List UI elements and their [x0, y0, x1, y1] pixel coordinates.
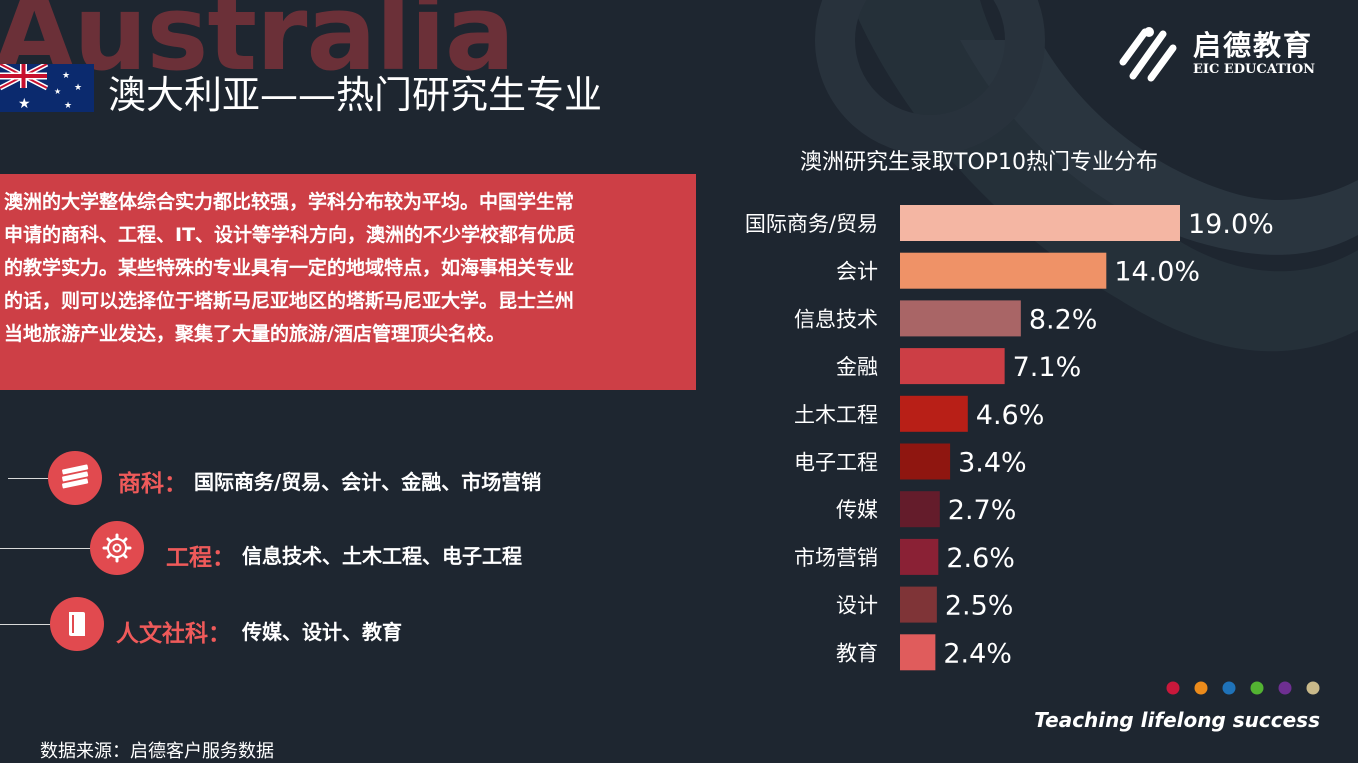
category-tick-label: 市场营销: [794, 546, 878, 570]
bar: [900, 300, 1021, 337]
money-icon: [48, 451, 102, 505]
category-items-engineering: 信息技术、土木工程、电子工程: [242, 544, 522, 568]
category-label-humanities: 人文社科：: [116, 621, 231, 647]
brand-color-dots: [1166, 681, 1320, 695]
brand-dot: [1222, 681, 1236, 695]
intro-line-4: 的话，则可以选择位于塔斯马尼亚地区的塔斯马尼亚大学。昆士兰州: [4, 290, 575, 312]
bar-value-label: 8.2%: [1029, 304, 1098, 335]
category-items-humanities: 传媒、设计、教育: [242, 620, 402, 644]
eic-logo: 启德教育 EIC EDUCATION: [1115, 22, 1325, 84]
svg-text:★: ★: [74, 83, 82, 93]
bar: [900, 491, 940, 528]
intro-line-5: 当地旅游产业发达，聚集了大量的旅游/酒店管理顶尖名校。: [4, 323, 505, 345]
logo-chinese-text: 启德教育: [1193, 29, 1314, 62]
bar-value-label: 7.1%: [1013, 352, 1082, 383]
australia-flag-icon: ★ ★ ★ ★ ★: [0, 64, 94, 112]
gear-icon: [90, 521, 144, 575]
slogan-text: Teaching lifelong success: [1034, 708, 1320, 732]
bar-value-label: 2.4%: [943, 638, 1012, 669]
bar-value-label: 4.6%: [976, 400, 1045, 431]
bar-value-label: 3.4%: [958, 448, 1027, 479]
category-tick-label: 教育: [836, 641, 878, 665]
category-tick-label: 设计: [836, 594, 878, 618]
eic-logo-icon: [1119, 27, 1177, 82]
intro-line-2: 申请的商科、工程、IT、设计等学科方向，澳洲的不少学校都有优质: [4, 224, 576, 246]
category-label-business: 商科：: [118, 471, 187, 497]
intro-line-1: 澳洲的大学整体综合实力都比较强，学科分布较为平均。中国学生常: [4, 191, 575, 213]
category-tick-label: 传媒: [836, 498, 878, 522]
category-label-engineering: 工程：: [166, 545, 235, 571]
svg-text:★: ★: [64, 101, 72, 111]
logo-english-text: EIC EDUCATION: [1193, 62, 1316, 77]
svg-text:★: ★: [18, 96, 31, 112]
bar-value-label: 19.0%: [1188, 209, 1274, 240]
category-connector-line: [0, 624, 52, 625]
category-tick-label: 信息技术: [794, 307, 878, 331]
book-icon: [50, 597, 104, 651]
bar-value-label: 2.5%: [945, 591, 1014, 622]
category-items-business: 国际商务/贸易、会计、金融、市场营销: [194, 470, 542, 494]
category-tick-label: 电子工程: [794, 451, 878, 475]
bar: [900, 538, 939, 575]
page-title: 澳大利亚——热门研究生专业: [108, 73, 603, 117]
brand-dot: [1166, 681, 1180, 695]
bar: [900, 634, 936, 671]
brand-dot: [1194, 681, 1208, 695]
intro-line-3: 的教学实力。某些特殊的专业具有一定的地域特点，如海事相关专业: [4, 257, 575, 279]
bar: [900, 395, 968, 432]
category-connector-line: [0, 548, 92, 549]
category-tick-label: 会计: [836, 260, 878, 284]
svg-text:★: ★: [54, 87, 61, 96]
bar: [900, 443, 951, 480]
chart-title: 澳洲研究生录取TOP10热门专业分布: [800, 150, 1159, 175]
category-tick-label: 金融: [836, 355, 878, 379]
brand-dot: [1306, 681, 1320, 695]
data-source-note: 数据来源：启德客户服务数据: [40, 741, 274, 762]
category-tick-label: 国际商务/贸易: [745, 212, 878, 236]
brand-dot: [1278, 681, 1292, 695]
bar-value-label: 2.7%: [948, 495, 1017, 526]
category-connector-line: [8, 478, 50, 479]
bar-chart: 国际商务/贸易 19.0% 会计 14.0% 信息技术 8.2% 金融 7.1% 土木工程 4.6…: [745, 205, 1274, 671]
bar: [900, 205, 1180, 241]
bar-value-label: 14.0%: [1114, 257, 1200, 288]
bar: [900, 586, 937, 623]
category-tick-label: 土木工程: [794, 403, 878, 427]
brand-dot: [1250, 681, 1264, 695]
bar: [900, 252, 1107, 289]
bar-value-label: 2.6%: [946, 543, 1015, 574]
svg-text:★: ★: [62, 71, 70, 81]
intro-panel: 澳洲的大学整体综合实力都比较强，学科分布较为平均。中国学生常 申请的商科、工程、…: [0, 174, 696, 390]
bar: [900, 348, 1005, 385]
